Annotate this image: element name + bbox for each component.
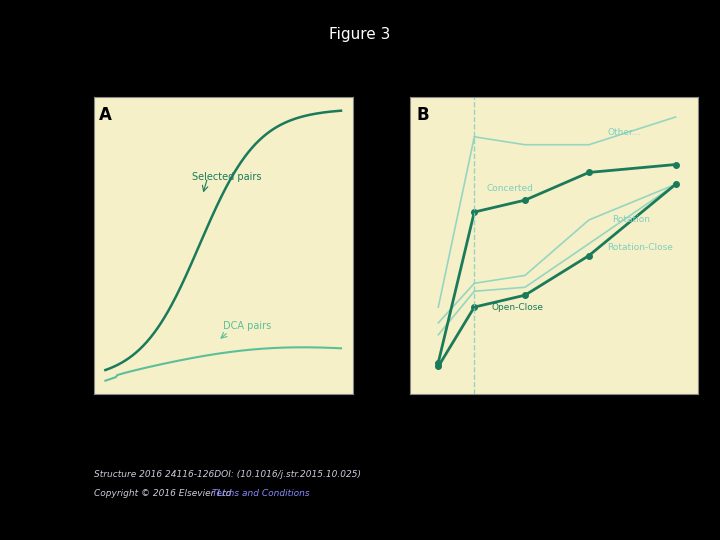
Text: Structure 2016 24116-126DOI: (10.1016/j.str.2015.10.025): Structure 2016 24116-126DOI: (10.1016/j.… (94, 470, 361, 479)
Text: Other...: Other... (608, 129, 641, 137)
Y-axis label: Dynamic coevolution pairs (normalized): Dynamic coevolution pairs (normalized) (53, 141, 63, 350)
Text: Selected pairs: Selected pairs (192, 172, 261, 183)
Text: Figure 3: Figure 3 (329, 27, 391, 42)
Text: Terms and Conditions: Terms and Conditions (212, 489, 310, 498)
Text: Concerted: Concerted (486, 184, 533, 193)
Text: DCA pairs: DCA pairs (223, 321, 271, 331)
X-axis label: Sequences: Sequences (526, 426, 582, 436)
Text: Rotation-Close: Rotation-Close (608, 243, 673, 252)
Text: Rotation: Rotation (612, 215, 649, 225)
X-axis label: Proportion of accepted residue pairs: Proportion of accepted residue pairs (128, 420, 318, 429)
Text: A: A (99, 106, 112, 124)
Text: Open-Close: Open-Close (492, 302, 544, 312)
Text: B: B (416, 106, 429, 124)
Y-axis label: Retrieved dynamic coevolution pairs (%): Retrieved dynamic coevolution pairs (%) (373, 140, 383, 352)
Text: Copyright © 2016 Elsevier Ltd: Copyright © 2016 Elsevier Ltd (94, 489, 234, 498)
